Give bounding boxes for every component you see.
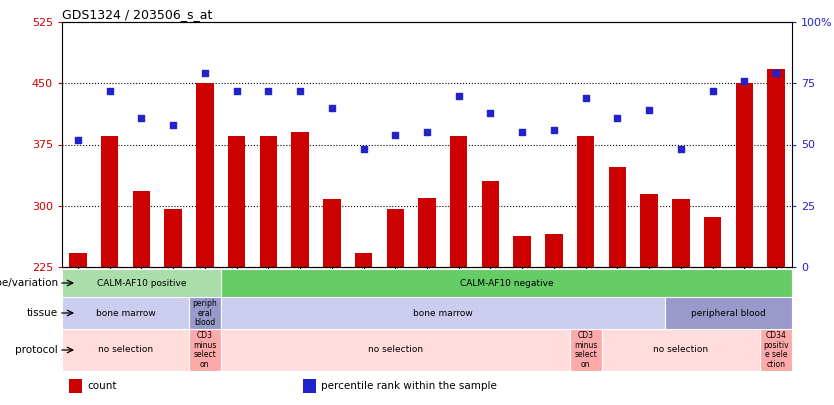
Text: no selection: no selection: [98, 345, 153, 354]
Bar: [419, 198, 435, 267]
Bar: [228, 136, 245, 267]
Bar: [570, 329, 601, 371]
Point: [674, 146, 687, 153]
Bar: [221, 329, 570, 371]
Bar: [482, 181, 500, 267]
Bar: [259, 136, 277, 267]
Bar: [386, 209, 404, 267]
Point: [294, 87, 307, 94]
Bar: [665, 297, 792, 329]
Bar: [101, 136, 118, 267]
Point: [134, 114, 148, 121]
Bar: [767, 68, 785, 267]
Bar: [69, 379, 83, 393]
Bar: [189, 297, 221, 329]
Point: [71, 136, 84, 143]
Text: periph
eral
blood: periph eral blood: [193, 299, 217, 327]
Bar: [62, 297, 189, 329]
Text: CALM-AF10 positive: CALM-AF10 positive: [97, 279, 186, 288]
Bar: [221, 269, 792, 297]
Text: CALM-AF10 negative: CALM-AF10 negative: [460, 279, 553, 288]
Point: [770, 70, 783, 77]
Bar: [609, 166, 626, 267]
Point: [706, 87, 719, 94]
Text: CD34
positiv
e sele
ction: CD34 positiv e sele ction: [763, 331, 789, 369]
Point: [325, 104, 339, 111]
Bar: [545, 234, 563, 267]
Point: [452, 92, 465, 99]
Point: [579, 95, 592, 101]
Bar: [354, 253, 372, 267]
Bar: [601, 329, 761, 371]
Bar: [196, 83, 214, 267]
Bar: [514, 236, 531, 267]
Bar: [736, 83, 753, 267]
Bar: [704, 217, 721, 267]
Bar: [323, 199, 340, 267]
Bar: [221, 297, 665, 329]
Bar: [450, 136, 468, 267]
Point: [610, 114, 624, 121]
Point: [167, 122, 180, 128]
Point: [357, 146, 370, 153]
Text: protocol: protocol: [15, 345, 58, 355]
Point: [738, 78, 751, 84]
Point: [642, 107, 656, 113]
Bar: [69, 253, 87, 267]
Text: no selection: no selection: [653, 345, 708, 354]
Point: [420, 129, 434, 136]
Text: tissue: tissue: [27, 308, 58, 318]
Bar: [577, 136, 595, 267]
Bar: [761, 329, 792, 371]
Text: GDS1324 / 203506_s_at: GDS1324 / 203506_s_at: [62, 8, 213, 21]
Text: bone marrow: bone marrow: [96, 309, 155, 318]
Bar: [672, 199, 690, 267]
Bar: [303, 379, 316, 393]
Point: [262, 87, 275, 94]
Bar: [641, 194, 658, 267]
Point: [484, 109, 497, 116]
Text: bone marrow: bone marrow: [413, 309, 473, 318]
Point: [515, 129, 529, 136]
Text: peripheral blood: peripheral blood: [691, 309, 766, 318]
Text: CD3
minus
select
on: CD3 minus select on: [574, 331, 597, 369]
Text: percentile rank within the sample: percentile rank within the sample: [321, 382, 497, 391]
Text: no selection: no selection: [368, 345, 423, 354]
Bar: [291, 132, 309, 267]
Point: [103, 87, 116, 94]
Text: genotype/variation: genotype/variation: [0, 278, 58, 288]
Point: [389, 132, 402, 138]
Text: count: count: [88, 382, 117, 391]
Bar: [133, 191, 150, 267]
Bar: [62, 269, 221, 297]
Bar: [62, 329, 189, 371]
Point: [230, 87, 244, 94]
Bar: [164, 209, 182, 267]
Text: CD3
minus
select
on: CD3 minus select on: [193, 331, 217, 369]
Point: [547, 126, 560, 133]
Point: [198, 70, 212, 77]
Bar: [189, 329, 221, 371]
